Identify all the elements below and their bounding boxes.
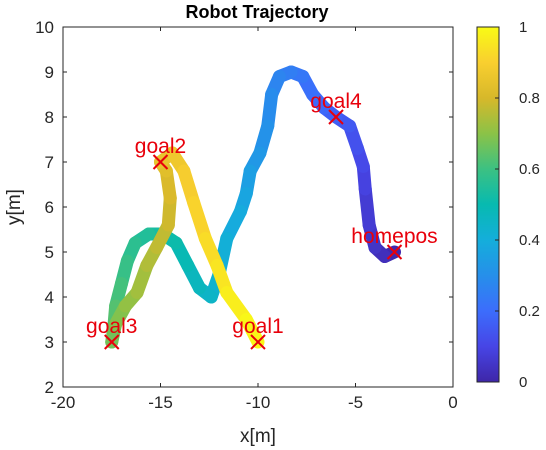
x-axis-label: x[m] [240, 426, 276, 447]
y-axis-ticks: 2 3 4 5 6 7 8 9 10 [35, 18, 453, 397]
y-tick-label: 4 [45, 288, 54, 307]
y-tick-label: 10 [35, 18, 54, 37]
colorbar-tick-label: 0.8 [519, 90, 540, 107]
y-tick-label: 8 [45, 108, 54, 127]
waypoint-goal4: goal4 [310, 90, 362, 125]
colorbar-tick-label: 0.6 [519, 161, 540, 178]
waypoint-label: homepos [351, 225, 437, 248]
waypoint-x-mark [104, 334, 120, 350]
waypoint-goal2: goal2 [135, 135, 186, 170]
y-tick-label: 5 [45, 243, 54, 262]
colorbar-ticks: 0 0.2 0.4 0.6 0.8 1 [495, 19, 540, 391]
y-tick-label: 3 [45, 333, 54, 352]
waypoint-label: goal2 [135, 135, 186, 158]
colorbar-tick-label: 0.2 [519, 303, 540, 320]
waypoint-label: goal1 [232, 315, 283, 338]
x-tick-label: -5 [348, 393, 363, 412]
waypoint-goal1: goal1 [232, 315, 284, 350]
y-tick-label: 2 [45, 378, 54, 397]
y-tick-label: 9 [45, 63, 54, 82]
chart-title: Robot Trajectory [185, 2, 328, 22]
colorbar-tick-label: 0.4 [519, 232, 540, 249]
waypoint-homepos: homepos [351, 225, 438, 260]
x-tick-label: -15 [148, 393, 173, 412]
colorbar [476, 26, 500, 383]
waypoint-markers: homepos goal4 goal3 goal2 goal1 [86, 90, 438, 350]
plot-area [62, 26, 454, 388]
colorbar-tick-label: 0 [519, 374, 527, 391]
waypoint-x-mark [386, 244, 403, 260]
colorbar-tick-label: 1 [519, 19, 527, 36]
x-tick-label: -10 [246, 393, 271, 412]
x-tick-label: 0 [448, 393, 457, 412]
y-tick-label: 6 [45, 198, 54, 217]
x-tick-label: -20 [51, 393, 76, 412]
waypoint-x-mark [152, 154, 169, 170]
trajectory-segment [239, 313, 265, 349]
waypoint-x-mark [328, 109, 344, 125]
waypoint-x-mark [250, 334, 266, 350]
waypoint-label: goal4 [310, 90, 362, 113]
waypoint-label: goal3 [86, 315, 137, 338]
y-tick-label: 7 [45, 153, 54, 172]
y-axis-label: y[m] [4, 189, 25, 225]
x-axis-ticks: -20 -15 -10 -5 0 [51, 27, 458, 412]
waypoint-goal3: goal3 [86, 315, 137, 350]
